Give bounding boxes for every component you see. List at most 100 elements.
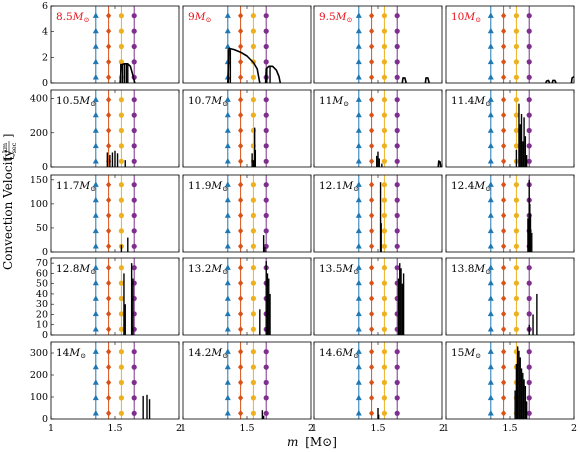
- triangle-marker: [487, 326, 494, 332]
- circle-marker: [513, 182, 520, 188]
- y-tick-label: 4: [42, 27, 48, 38]
- diamond-marker: [501, 379, 507, 386]
- circle-marker: [394, 112, 400, 118]
- triangle-marker: [487, 96, 494, 102]
- triangle-marker: [355, 227, 362, 234]
- circle-marker: [131, 228, 137, 234]
- circle-marker: [381, 59, 387, 65]
- x-axis-label-symbol: m: [287, 435, 298, 449]
- diamond-marker: [369, 158, 375, 165]
- diamond-marker: [369, 295, 375, 302]
- y-tick-label: 400: [30, 94, 48, 105]
- circle-marker: [513, 28, 520, 34]
- diamond-marker: [106, 196, 112, 204]
- panel-9: 9M⊙: [182, 5, 312, 84]
- diamond-marker: [238, 158, 244, 165]
- circle-marker: [250, 112, 256, 118]
- panel-mass-label: 10M⊙: [451, 11, 481, 24]
- panel-13-2: 13.2M⊙: [182, 257, 312, 336]
- triangle-marker: [487, 295, 494, 301]
- circle-marker: [394, 243, 400, 249]
- triangle-marker: [92, 74, 99, 80]
- triangle-marker: [92, 348, 99, 354]
- circle-marker: [250, 349, 256, 355]
- triangle-marker: [487, 142, 494, 149]
- triangle-marker: [487, 394, 494, 401]
- panel-mass-label: 10.7M⊙: [188, 95, 228, 108]
- y-tick-label: 100: [30, 392, 48, 403]
- triangle-marker: [92, 394, 99, 401]
- triangle-marker: [487, 227, 494, 234]
- circle-marker: [381, 74, 387, 80]
- triangle-marker: [355, 310, 362, 317]
- triangle-marker: [224, 196, 231, 203]
- triangle-marker: [355, 181, 362, 187]
- circle-marker: [131, 13, 137, 19]
- x-tick-label: 2: [308, 423, 314, 434]
- triangle-marker: [224, 111, 231, 118]
- diamond-marker: [106, 279, 112, 287]
- panel-11-9: 11.9M⊙: [182, 174, 312, 253]
- triangle-marker: [487, 212, 494, 218]
- circle-marker: [250, 379, 256, 386]
- triangle-marker: [355, 196, 362, 203]
- diamond-marker: [238, 243, 244, 250]
- circle-marker: [118, 265, 124, 271]
- circle-marker: [381, 112, 387, 118]
- y-axis-unit-denominator: sec: [10, 142, 18, 153]
- triangle-marker: [224, 310, 231, 317]
- panel-mass-label: 9M⊙: [188, 11, 211, 24]
- triangle-marker: [355, 279, 362, 286]
- circle-marker: [118, 280, 124, 286]
- diamond-marker: [238, 127, 244, 134]
- diamond-marker: [369, 326, 375, 333]
- circle-marker: [250, 280, 256, 286]
- diamond-marker: [106, 58, 112, 66]
- diamond-marker: [369, 127, 375, 134]
- circle-marker: [118, 182, 124, 188]
- diamond-marker: [501, 196, 507, 204]
- circle-marker: [263, 112, 269, 118]
- circle-marker: [263, 349, 269, 355]
- y-tick-label: 0: [42, 162, 48, 173]
- circle-marker: [394, 410, 400, 416]
- circle-marker: [526, 13, 532, 19]
- circle-marker: [263, 395, 269, 401]
- circle-marker: [263, 197, 269, 203]
- diamond-marker: [238, 227, 244, 235]
- circle-marker: [513, 74, 520, 80]
- triangle-marker: [92, 58, 99, 65]
- circle-marker: [131, 182, 137, 188]
- triangle-marker: [355, 142, 362, 149]
- y-tick-label: 10: [36, 320, 48, 331]
- triangle-marker: [92, 326, 99, 332]
- panel-mass-label: 11.9M⊙: [188, 180, 228, 193]
- circle-marker: [513, 295, 520, 302]
- velocity-curve: [264, 65, 282, 84]
- x-tick-label: 1: [180, 423, 186, 434]
- circle-marker: [250, 410, 256, 416]
- circle-marker: [381, 228, 387, 234]
- diamond-marker: [238, 58, 244, 66]
- diamond-marker: [106, 379, 112, 386]
- diamond-marker: [238, 295, 244, 302]
- circle-marker: [513, 212, 520, 219]
- triangle-marker: [355, 43, 362, 49]
- diamond-marker: [238, 379, 244, 386]
- diamond-marker: [238, 196, 244, 204]
- diamond-marker: [501, 58, 507, 66]
- panel-mass-label: 10.5M⊙: [56, 95, 96, 108]
- triangle-marker: [487, 243, 494, 249]
- diamond-marker: [501, 181, 507, 188]
- triangle-marker: [487, 43, 494, 49]
- circle-marker: [118, 364, 124, 370]
- circle-marker: [250, 265, 256, 271]
- x-tick-label: 1.5: [107, 423, 122, 434]
- circle-marker: [118, 127, 124, 134]
- circle-marker: [263, 410, 269, 416]
- triangle-marker: [92, 310, 99, 317]
- circle-marker: [250, 13, 256, 19]
- triangle-marker: [487, 279, 494, 286]
- panel-13-5: 13.5M⊙: [313, 257, 443, 336]
- triangle-marker: [487, 310, 494, 317]
